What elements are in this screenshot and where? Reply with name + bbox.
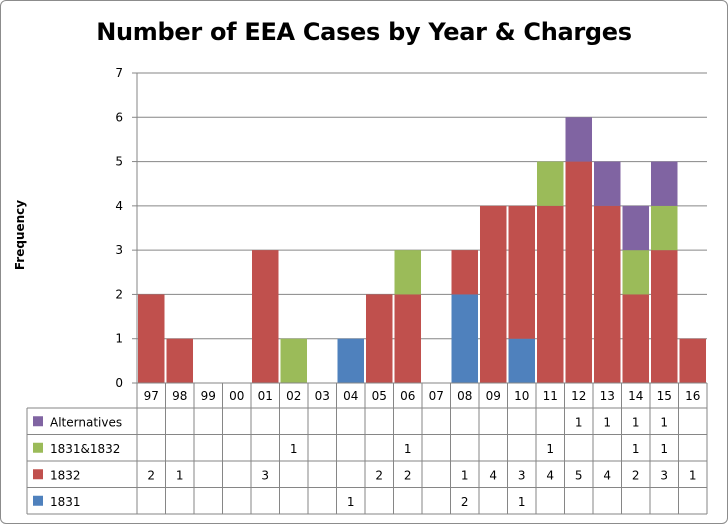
table-value: 3 xyxy=(518,468,526,482)
table-value: 4 xyxy=(546,468,554,482)
table-value: 2 xyxy=(461,495,469,509)
bar-segment xyxy=(565,117,593,162)
table-value: 1 xyxy=(404,442,412,456)
table-value: 1 xyxy=(518,495,526,509)
x-category-label: 00 xyxy=(229,389,244,403)
x-category-label: 06 xyxy=(400,389,415,403)
x-category-label: 11 xyxy=(543,389,558,403)
bar-segment xyxy=(394,294,422,383)
bar-segment xyxy=(137,294,165,383)
x-category-label: 03 xyxy=(315,389,330,403)
x-category-label: 09 xyxy=(486,389,501,403)
legend-label: Alternatives xyxy=(50,415,122,429)
table-value: 3 xyxy=(261,468,269,482)
bar-segment xyxy=(365,294,393,383)
legend-key xyxy=(33,495,43,506)
y-tick-label: 7 xyxy=(115,66,123,80)
y-axis-ticks: 0 1 2 3 4 5 6 7 xyxy=(115,66,138,390)
chart-title: Number of EEA Cases by Year & Charges xyxy=(96,18,632,46)
bar-segment xyxy=(451,294,479,383)
x-category-label: 01 xyxy=(258,389,273,403)
y-tick-label: 3 xyxy=(115,243,123,257)
y-tick-label: 4 xyxy=(115,199,123,213)
bar-segment xyxy=(593,161,621,206)
x-category-label: 13 xyxy=(600,389,615,403)
table-value: 1 xyxy=(575,415,583,429)
bar-segment xyxy=(479,205,507,383)
bar-segment xyxy=(394,250,422,295)
x-category-label: 16 xyxy=(685,389,700,403)
table-value: 1 xyxy=(347,495,355,509)
bar-segment xyxy=(622,250,650,295)
bar-segment xyxy=(508,338,536,383)
x-category-label: 98 xyxy=(172,389,187,403)
bar-segment xyxy=(536,205,564,383)
bar-segment xyxy=(166,338,194,383)
table-value: 1 xyxy=(546,442,554,456)
bar-segment xyxy=(622,294,650,383)
table-value: 2 xyxy=(147,468,155,482)
table-value: 1 xyxy=(632,415,640,429)
x-category-label: 97 xyxy=(144,389,159,403)
bar-segment xyxy=(280,338,308,383)
legend-label: 1831 xyxy=(50,495,81,509)
table-value: 2 xyxy=(404,468,412,482)
x-category-label: 12 xyxy=(571,389,586,403)
table-value: 3 xyxy=(660,468,668,482)
x-category-label: 14 xyxy=(628,389,643,403)
table-value: 1 xyxy=(660,442,668,456)
bar-segment xyxy=(451,250,479,295)
table-value: 1 xyxy=(603,415,611,429)
bar-segment xyxy=(565,161,593,383)
bar-segment xyxy=(650,250,678,383)
bar-segment xyxy=(622,205,650,251)
table-value: 1 xyxy=(660,415,668,429)
bar-segment xyxy=(650,205,678,251)
bar-segment xyxy=(508,205,536,339)
bar-segment xyxy=(337,338,365,383)
bar-segment xyxy=(679,338,707,383)
legend-key xyxy=(33,469,43,480)
gridlines xyxy=(137,72,707,384)
table-value: 1 xyxy=(461,468,469,482)
y-tick-label: 2 xyxy=(115,287,123,301)
table-value: 4 xyxy=(603,468,611,482)
table-value: 2 xyxy=(375,468,383,482)
x-category-label: 02 xyxy=(286,389,301,403)
y-tick-label: 5 xyxy=(115,155,123,169)
y-tick-label: 1 xyxy=(115,332,123,346)
legend-label: 1832 xyxy=(50,468,81,482)
data-table: 97 98 99 00 01 02 03 04 05 06 07 08 09 10 11 12 13 14 15 16… xyxy=(26,382,708,515)
x-category-label: 15 xyxy=(657,389,672,403)
bar-segment xyxy=(536,161,564,206)
table-value: 1 xyxy=(176,468,184,482)
x-category-label: 04 xyxy=(343,389,358,403)
bar-segment xyxy=(593,205,621,383)
legend-label: 1831&1832 xyxy=(50,442,120,456)
table-value: 5 xyxy=(575,468,583,482)
bar-segment xyxy=(650,161,678,206)
legend-key xyxy=(33,442,43,453)
table-value: 1 xyxy=(689,468,697,482)
x-category-label: 05 xyxy=(372,389,387,403)
legend-key xyxy=(33,416,43,427)
bars xyxy=(137,117,707,383)
x-category-label: 07 xyxy=(429,389,444,403)
x-category-label: 10 xyxy=(514,389,529,403)
table-value: 2 xyxy=(632,468,640,482)
x-category-label: 08 xyxy=(457,389,472,403)
bar-segment xyxy=(251,250,279,383)
table-value: 1 xyxy=(290,442,298,456)
table-value: 4 xyxy=(489,468,497,482)
table-value: 1 xyxy=(632,442,640,456)
x-category-label: 99 xyxy=(201,389,216,403)
y-tick-label: 6 xyxy=(115,110,123,124)
y-tick-label: 0 xyxy=(115,376,123,390)
